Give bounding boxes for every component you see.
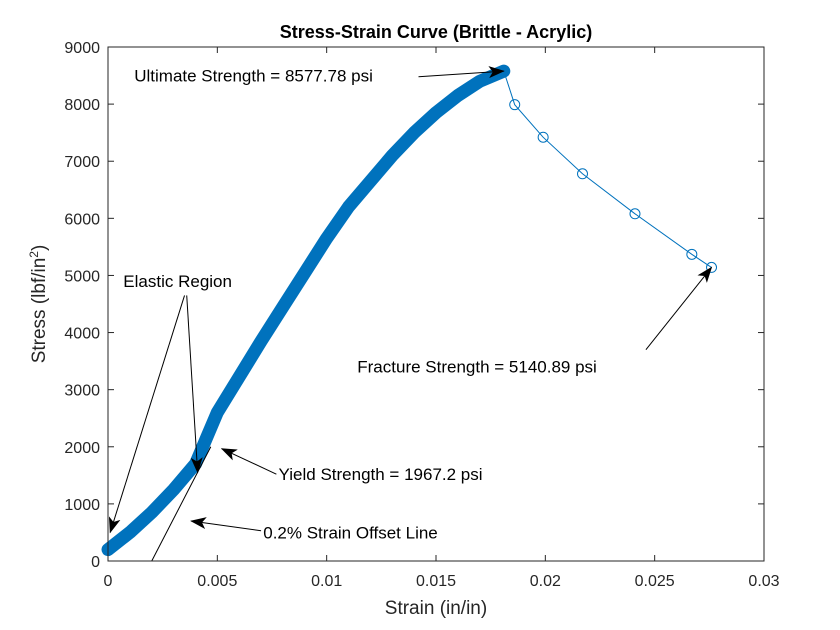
x-tick-label: 0.015 xyxy=(416,573,456,590)
x-tick-label: 0 xyxy=(104,573,113,590)
x-axis-ticks: 0 0.005 0.01 0.015 0.02 0.025 0.03 xyxy=(104,47,780,590)
y-tick-label: 6000 xyxy=(64,211,100,228)
annotation-arrow xyxy=(220,448,277,475)
post-peak-marker xyxy=(577,168,589,180)
annotation-text: Fracture Strength = 5140.89 psi xyxy=(357,358,597,377)
annotation-text: 0.2% Strain Offset Line xyxy=(263,524,438,543)
y-axis-label-main: Stress (lbf/in xyxy=(29,258,50,364)
loading-curve-line xyxy=(101,64,511,557)
x-axis-label: Strain (in/in) xyxy=(385,598,487,619)
x-tick-label: 0.005 xyxy=(197,573,237,590)
annotation-arrow xyxy=(418,66,505,79)
y-tick-label: 5000 xyxy=(64,268,100,285)
chart-title: Stress-Strain Curve (Brittle - Acrylic) xyxy=(280,22,592,42)
y-tick-label: 3000 xyxy=(64,383,100,400)
y-tick-label: 9000 xyxy=(64,40,100,57)
y-axis-label-close: ) xyxy=(29,245,50,251)
annotation-arrow xyxy=(108,295,186,534)
y-tick-label: 7000 xyxy=(64,154,100,171)
x-tick-label: 0.02 xyxy=(530,573,561,590)
annotation-text: Yield Strength = 1967.2 psi xyxy=(279,465,483,484)
y-axis-label-superscript: 2 xyxy=(27,251,41,258)
plot-area-background xyxy=(108,47,764,561)
post-peak-marker xyxy=(509,99,521,111)
y-tick-label: 4000 xyxy=(64,326,100,343)
x-tick-label: 0.03 xyxy=(748,573,779,590)
y-tick-label: 1000 xyxy=(64,497,100,514)
y-axis-ticks: 0 1000 2000 3000 4000 5000 6000 7000 8000 9000 xyxy=(64,40,764,571)
y-tick-label: 0 xyxy=(91,554,100,571)
annotations-layer: Ultimate Strength = 8577.78 psi Fracture … xyxy=(108,66,713,543)
post-peak-marker xyxy=(537,131,549,143)
annotation-text: Elastic Region xyxy=(123,272,232,291)
annotation-arrow xyxy=(190,517,262,532)
annotation-arrow xyxy=(645,266,713,351)
annotation-text: Ultimate Strength = 8577.78 psi xyxy=(134,66,373,85)
y-tick-label: 8000 xyxy=(64,97,100,114)
x-tick-label: 0.01 xyxy=(311,573,342,590)
y-tick-label: 2000 xyxy=(64,440,100,457)
annotation-arrow xyxy=(186,295,203,474)
x-tick-label: 0.025 xyxy=(635,573,675,590)
y-axis-label: Stress (lbf/in2) xyxy=(27,245,50,364)
post-peak-marker xyxy=(686,248,698,260)
post-peak-marker xyxy=(629,208,641,220)
post-peak-curve-line xyxy=(503,70,712,268)
